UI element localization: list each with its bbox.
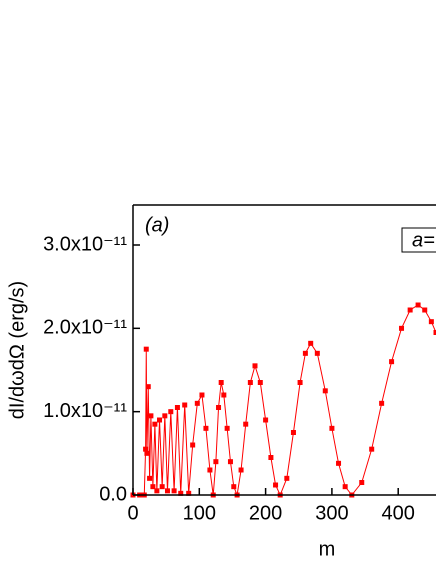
legend-box	[401, 227, 436, 253]
data-point	[171, 488, 177, 494]
y-axis-label: dI/dωdΩ (erg/s)	[6, 281, 28, 419]
data-point	[178, 490, 184, 496]
x-axis-label: m	[319, 538, 336, 560]
data-point	[329, 425, 335, 431]
data-point	[218, 380, 224, 385]
x-tick-label: 0	[127, 502, 138, 524]
data-point	[238, 467, 244, 473]
data-point	[182, 402, 188, 408]
data-point	[389, 359, 395, 365]
data-point	[273, 482, 279, 488]
data-point	[144, 450, 150, 456]
data-point	[342, 484, 348, 490]
data-point	[263, 417, 269, 423]
data-point	[213, 459, 219, 465]
data-point	[284, 475, 290, 481]
data-point	[227, 459, 233, 465]
data-point	[221, 392, 227, 398]
data-point	[148, 413, 154, 419]
x-tick-label: 400	[382, 502, 415, 524]
data-point	[379, 400, 385, 406]
panel-label: (a)	[145, 214, 169, 236]
y-tick-label: 3.0x10⁻¹¹	[43, 233, 127, 255]
data-point	[369, 446, 375, 452]
data-point	[399, 325, 405, 331]
data-point	[302, 350, 308, 356]
y-tick-label: 2.0x10⁻¹¹	[43, 317, 127, 339]
data-point	[150, 484, 156, 490]
data-point	[216, 405, 222, 410]
y-tick-label: 0.0	[99, 483, 127, 505]
data-point	[243, 421, 249, 427]
data-point	[143, 446, 149, 452]
plot-area	[130, 302, 436, 498]
data-point	[162, 413, 168, 419]
data-point	[152, 421, 158, 427]
data-point	[407, 307, 413, 313]
data-point	[164, 488, 170, 494]
data-point	[199, 392, 205, 398]
data-point	[159, 484, 165, 490]
data-point	[194, 400, 200, 406]
y-tick-label: 1.0x10⁻¹¹	[43, 400, 127, 422]
data-point	[428, 319, 434, 325]
data-point	[231, 484, 237, 490]
x-tick-label: 100	[183, 502, 216, 524]
data-point	[186, 490, 192, 496]
data-point	[207, 467, 213, 473]
data-point	[143, 346, 149, 352]
data-point	[336, 460, 342, 466]
data-point	[247, 380, 253, 385]
x-tick-label: 200	[249, 502, 282, 524]
data-point	[257, 380, 263, 385]
data-point	[203, 425, 209, 431]
data-point	[308, 340, 314, 346]
legend-text: a=	[412, 229, 435, 251]
data-point	[147, 475, 153, 481]
data-point	[174, 405, 180, 410]
data-point	[154, 488, 160, 494]
data-point	[314, 350, 320, 356]
data-point	[290, 430, 296, 435]
data-point	[322, 388, 328, 394]
x-tick-label: 300	[315, 502, 348, 524]
data-point	[224, 425, 230, 431]
data-point	[422, 307, 428, 313]
data-point	[145, 384, 151, 390]
data-point	[168, 409, 174, 415]
data-point	[297, 380, 303, 385]
data-point	[359, 480, 365, 485]
data-point	[433, 330, 436, 335]
data-point	[157, 417, 163, 423]
data-point	[252, 363, 258, 369]
series-line	[133, 304, 436, 497]
data-point	[415, 302, 421, 308]
data-point	[268, 455, 274, 460]
data-point	[190, 442, 196, 448]
